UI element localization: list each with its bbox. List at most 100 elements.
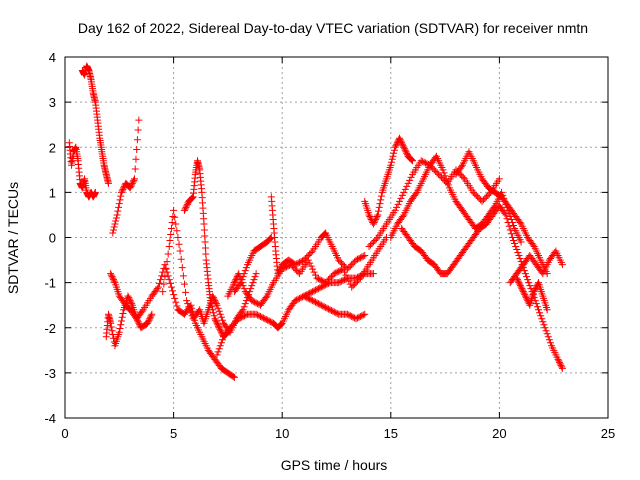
data-point bbox=[248, 282, 256, 290]
data-point bbox=[321, 230, 329, 238]
data-point bbox=[389, 152, 397, 160]
data-point bbox=[322, 281, 330, 289]
data-point bbox=[115, 328, 123, 336]
data-point bbox=[510, 221, 518, 229]
data-point bbox=[164, 272, 172, 280]
data-point bbox=[128, 300, 136, 308]
data-point bbox=[555, 358, 563, 366]
data-point bbox=[212, 298, 220, 306]
data-point bbox=[135, 116, 143, 124]
data-point bbox=[352, 274, 360, 282]
data-point bbox=[398, 139, 406, 147]
data-point bbox=[437, 173, 445, 181]
data-point bbox=[369, 238, 377, 246]
data-point bbox=[397, 137, 405, 145]
data-point bbox=[173, 302, 181, 310]
data-point bbox=[540, 321, 548, 329]
data-point bbox=[336, 267, 344, 275]
data-point bbox=[130, 176, 138, 184]
data-point bbox=[524, 276, 532, 284]
data-point bbox=[215, 324, 223, 332]
data-point bbox=[508, 234, 516, 241]
data-point bbox=[218, 336, 226, 344]
data-point bbox=[200, 226, 208, 234]
data-point bbox=[390, 146, 398, 154]
data-point bbox=[472, 191, 480, 199]
data-point bbox=[323, 280, 331, 288]
data-point bbox=[322, 303, 330, 311]
data-point bbox=[124, 292, 132, 300]
data-point bbox=[469, 188, 477, 196]
data-point bbox=[532, 300, 540, 308]
data-point bbox=[241, 312, 249, 320]
data-point bbox=[338, 277, 346, 285]
y-tick-label: 1 bbox=[49, 185, 56, 200]
data-point bbox=[127, 182, 135, 190]
x-axis-label: GPS time / hours bbox=[281, 457, 388, 473]
series-arc-09 bbox=[230, 234, 275, 296]
data-point bbox=[202, 250, 210, 258]
data-point bbox=[361, 310, 369, 318]
data-point bbox=[252, 299, 260, 307]
data-point bbox=[435, 170, 443, 178]
series-arc-13 bbox=[361, 134, 417, 228]
data-point bbox=[118, 313, 126, 321]
data-point bbox=[474, 193, 482, 201]
data-point bbox=[255, 312, 263, 320]
data-point bbox=[174, 234, 182, 241]
data-point bbox=[388, 155, 396, 163]
data-point bbox=[507, 215, 515, 223]
data-point bbox=[109, 274, 117, 282]
data-point bbox=[119, 309, 127, 317]
data-point bbox=[330, 308, 338, 316]
data-point bbox=[309, 288, 317, 296]
data-point bbox=[294, 268, 302, 276]
data-point bbox=[248, 297, 256, 305]
data-point bbox=[387, 161, 395, 169]
data-point bbox=[261, 315, 269, 323]
data-point bbox=[348, 312, 356, 320]
data-point bbox=[213, 319, 221, 327]
data-point bbox=[214, 321, 222, 329]
data-point bbox=[307, 288, 315, 296]
y-tick-label: -2 bbox=[44, 321, 56, 336]
data-point bbox=[112, 214, 120, 222]
data-point bbox=[457, 163, 465, 171]
data-point bbox=[336, 258, 344, 266]
data-point bbox=[266, 235, 274, 243]
data-point bbox=[439, 166, 447, 174]
data-point bbox=[335, 256, 343, 264]
data-point bbox=[239, 273, 247, 281]
data-point bbox=[274, 270, 282, 278]
data-point bbox=[406, 176, 414, 184]
data-point bbox=[366, 212, 374, 220]
data-point bbox=[114, 207, 122, 215]
data-point bbox=[275, 267, 283, 275]
data-point bbox=[172, 220, 180, 228]
data-point bbox=[131, 175, 139, 183]
data-point bbox=[258, 313, 266, 321]
data-point bbox=[417, 157, 425, 165]
data-point bbox=[145, 316, 153, 324]
data-point bbox=[392, 142, 400, 150]
data-point bbox=[368, 240, 376, 248]
data-point bbox=[326, 306, 334, 314]
data-point bbox=[159, 288, 167, 296]
data-point bbox=[214, 348, 222, 356]
data-point bbox=[133, 146, 141, 154]
data-point bbox=[218, 316, 226, 324]
data-point bbox=[116, 196, 124, 204]
data-point bbox=[335, 279, 343, 287]
data-point bbox=[401, 185, 409, 193]
data-point bbox=[134, 126, 142, 134]
data-point bbox=[332, 269, 340, 277]
data-point bbox=[212, 318, 220, 326]
data-point bbox=[312, 286, 320, 294]
data-point bbox=[400, 188, 408, 196]
data-point bbox=[352, 256, 360, 264]
data-point bbox=[144, 319, 152, 327]
data-point bbox=[400, 143, 408, 151]
data-point bbox=[459, 173, 467, 181]
data-point bbox=[166, 279, 174, 287]
data-point bbox=[211, 315, 219, 323]
